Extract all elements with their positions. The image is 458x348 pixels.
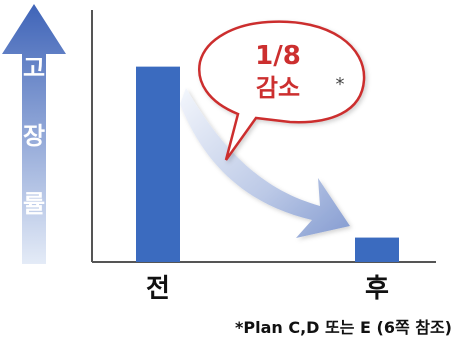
x-tick-label: 후: [365, 274, 389, 304]
x-tick-label: 전: [146, 274, 170, 304]
footnote: *Plan C,D 또는 E (6쪽 참조): [235, 318, 452, 337]
y-axis-label: 고장률: [23, 54, 45, 218]
bars: [136, 66, 399, 262]
decrease-arrow: [180, 88, 350, 238]
bar-before: [136, 66, 180, 262]
callout-asterisk: *: [336, 74, 345, 95]
callout-bubble: [198, 20, 366, 161]
y-axis-label-char: 장: [23, 122, 45, 150]
y-axis-arrow: [2, 4, 66, 264]
y-axis-label-char: 률: [23, 190, 45, 218]
callout-label: 감소: [256, 74, 300, 102]
y-axis-label-char: 고: [23, 54, 45, 82]
callout-ratio: 1/8: [255, 41, 301, 71]
bar-after: [355, 237, 399, 262]
